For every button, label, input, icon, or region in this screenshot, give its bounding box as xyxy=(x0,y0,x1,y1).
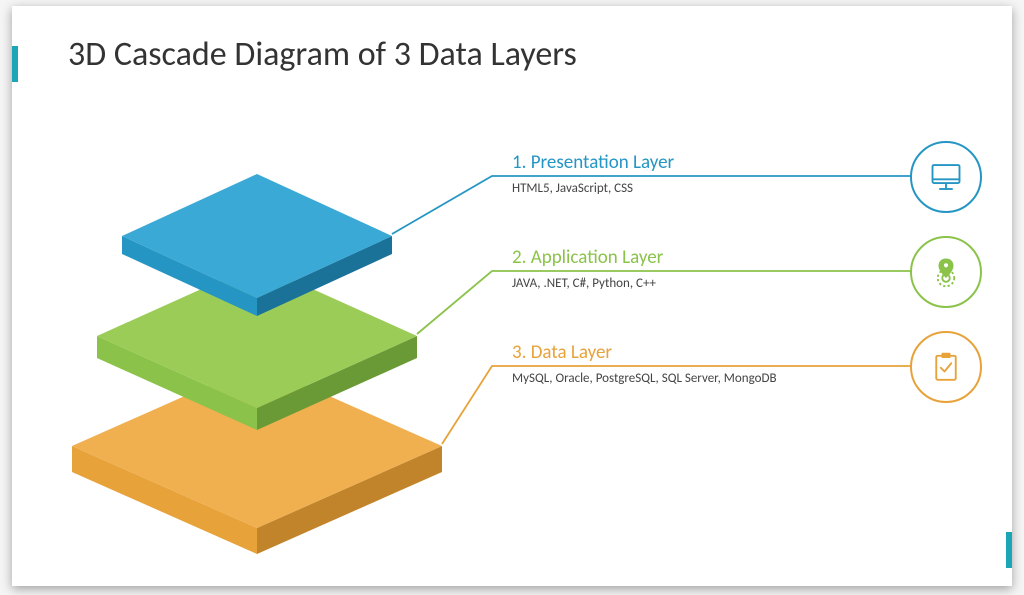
cascade-diagram xyxy=(12,6,1012,586)
layer-desc-2: JAVA, .NET, C#, Python, C++ xyxy=(512,275,892,293)
layer-title-3: 3. Data Layer xyxy=(512,341,892,364)
slide: 3D Cascade Diagram of 3 Data Layers 1. P… xyxy=(12,6,1012,586)
layer-desc-3: MySQL, Oracle, PostgreSQL, SQL Server, M… xyxy=(512,370,892,388)
layer-tile-1 xyxy=(122,174,392,316)
marker-icon xyxy=(910,236,982,308)
monitor-icon xyxy=(910,141,982,213)
layer-label-2: 2. Application Layer JAVA, .NET, C#, Pyt… xyxy=(512,246,892,293)
layer-label-1: 1. Presentation Layer HTML5, JavaScript,… xyxy=(512,151,892,198)
layer-title-2: 2. Application Layer xyxy=(512,246,892,269)
layer-desc-1: HTML5, JavaScript, CSS xyxy=(512,180,892,198)
clipboard-icon xyxy=(910,331,982,403)
layer-title-1: 1. Presentation Layer xyxy=(512,151,892,174)
layer-label-3: 3. Data Layer MySQL, Oracle, PostgreSQL,… xyxy=(512,341,892,388)
